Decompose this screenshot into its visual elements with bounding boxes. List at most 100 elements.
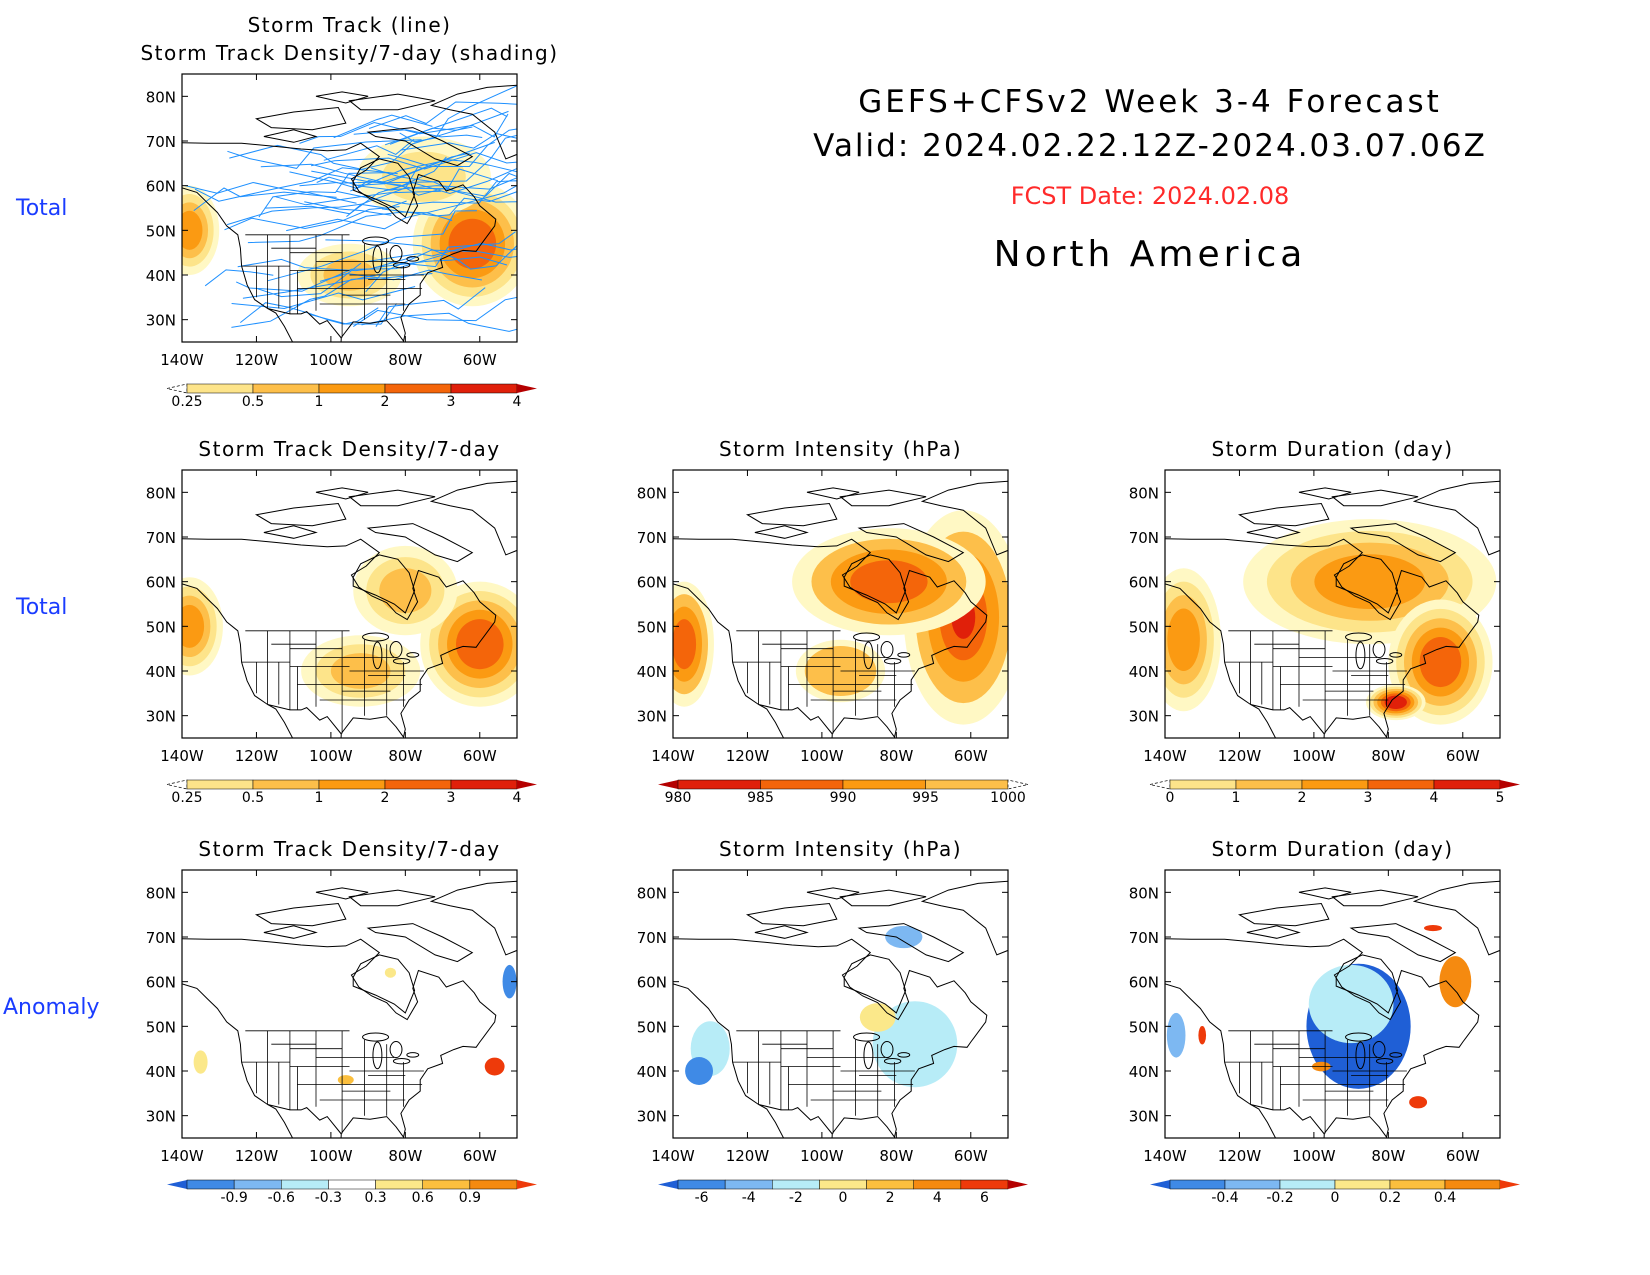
great-lake: [389, 641, 403, 659]
arctic-island: [745, 502, 838, 527]
arctic-island: [348, 93, 436, 111]
lat-tick-label: 40N: [637, 663, 667, 681]
shading-level: [337, 1075, 354, 1085]
storm-track-line: [267, 210, 477, 282]
lat-tick-label: 80N: [1129, 884, 1159, 902]
colorbar-label: -0.2: [1266, 1190, 1293, 1206]
great-lake: [392, 1057, 411, 1065]
lat-tick-label: 30N: [146, 312, 176, 330]
hudson-bay: [352, 954, 416, 1014]
mexico-border: [758, 704, 833, 735]
shading-level: [1409, 1096, 1428, 1109]
shading-level: [182, 210, 203, 250]
lon-tick-label: 120W: [235, 747, 279, 765]
lon-tick-label: 100W: [309, 351, 353, 369]
panel-title: Storm Track (line): [248, 13, 452, 37]
lat-tick-label: 30N: [637, 708, 667, 726]
colorbar: -6 -4 -2 0 2 4 6: [658, 1179, 1028, 1206]
lat-tick-label: 50N: [1129, 618, 1159, 636]
colorbar-segment: [375, 1179, 423, 1190]
row-label-total-1: Total: [16, 196, 68, 221]
great-lake: [372, 641, 383, 670]
panel-frame: [181, 73, 518, 343]
arctic-island: [857, 523, 965, 563]
great-lake: [853, 1032, 881, 1042]
lat-tick-label: 70N: [146, 929, 176, 947]
shading-level: [455, 619, 504, 670]
colorbar-label: 995: [912, 790, 939, 806]
storm-track-line: [350, 159, 517, 192]
colorbar-segment: [1301, 779, 1369, 790]
greenland: [920, 880, 1008, 956]
hudson-bay: [1335, 554, 1399, 614]
colorbar-label: 2: [1298, 790, 1307, 806]
lon-tick-label: 60W: [1446, 747, 1480, 765]
arctic-island: [1349, 523, 1457, 563]
great-lake: [1355, 1041, 1366, 1070]
colorbar-high-arrow: [517, 1180, 537, 1189]
storm-track-line: [333, 114, 433, 139]
arctic-island: [1298, 487, 1352, 500]
colorbar-label: 985: [747, 790, 774, 806]
arctic-island: [839, 889, 927, 907]
arctic-island: [1331, 889, 1419, 907]
colorbar-low-arrow: [166, 779, 188, 790]
arctic-island: [366, 523, 474, 563]
mexico-border: [1250, 1104, 1325, 1135]
lat-tick-label: 40N: [637, 1063, 667, 1081]
great-lake: [1389, 1052, 1403, 1058]
lon-tick-label: 100W: [800, 1147, 844, 1165]
colorbar-segment: [1433, 779, 1501, 790]
colorbar-label: 1: [315, 394, 324, 410]
colorbar-label: -2: [789, 1190, 803, 1206]
colorbar-segment: [186, 1179, 235, 1190]
storm-track-line: [309, 303, 397, 325]
row-label-anomaly: Anomaly: [3, 995, 100, 1020]
great-lake: [389, 245, 403, 263]
colorbar-label: 0.5: [242, 394, 264, 410]
storm-track-line: [204, 269, 274, 287]
storm-track-line: [185, 181, 357, 204]
lat-tick-label: 40N: [1129, 1063, 1159, 1081]
colorbar-label: 0.5: [242, 790, 264, 806]
lat-tick-label: 30N: [637, 1108, 667, 1126]
shading-level: [1424, 924, 1442, 932]
lat-tick-label: 80N: [637, 484, 667, 502]
shading-level: [1198, 1026, 1207, 1045]
great-lake: [392, 261, 411, 269]
lon-tick-label: 140W: [160, 351, 204, 369]
arctic-island: [315, 91, 369, 104]
colorbar-high-arrow: [1007, 779, 1029, 790]
lon-tick-label: 120W: [1218, 747, 1262, 765]
lat-tick-label: 40N: [146, 663, 176, 681]
lat-tick-label: 40N: [1129, 663, 1159, 681]
colorbar-label: 0.2: [1379, 1190, 1401, 1206]
colorbar-segment: [772, 1179, 820, 1190]
lat-tick-label: 70N: [637, 929, 667, 947]
colorbar-segment: [925, 779, 1009, 790]
lon-tick-label: 120W: [726, 1147, 770, 1165]
colorbar-segment: [842, 779, 926, 790]
lat-tick-label: 30N: [1129, 708, 1159, 726]
colorbar-label: 2: [381, 790, 390, 806]
storm-track-line: [264, 167, 517, 215]
shading-level: [850, 560, 928, 604]
arctic-island: [754, 525, 809, 539]
lon-tick-label: 100W: [309, 1147, 353, 1165]
storm-track-line: [237, 255, 416, 272]
great-lake: [883, 1057, 902, 1065]
storm-track-line: [381, 191, 517, 217]
arctic-island: [263, 925, 318, 939]
panel-field: [1165, 480, 1500, 738]
panel-anom_duration: Storm Duration (day) 80N 70N 60N 50N 40N 30N 14…: [1129, 837, 1520, 1206]
lat-tick-label: 60N: [637, 574, 667, 592]
arctic-island: [1237, 902, 1330, 927]
arctic-island: [263, 525, 318, 539]
region-title: North America: [993, 234, 1307, 275]
great-lake: [863, 641, 874, 670]
great-lake: [362, 632, 390, 642]
lat-tick-label: 50N: [637, 618, 667, 636]
panel-total_density: Storm Track Density/7-day 80N 70N 60N 50N 40N…: [146, 437, 537, 806]
great-lake: [362, 236, 390, 246]
storm-track-line: [335, 180, 517, 205]
